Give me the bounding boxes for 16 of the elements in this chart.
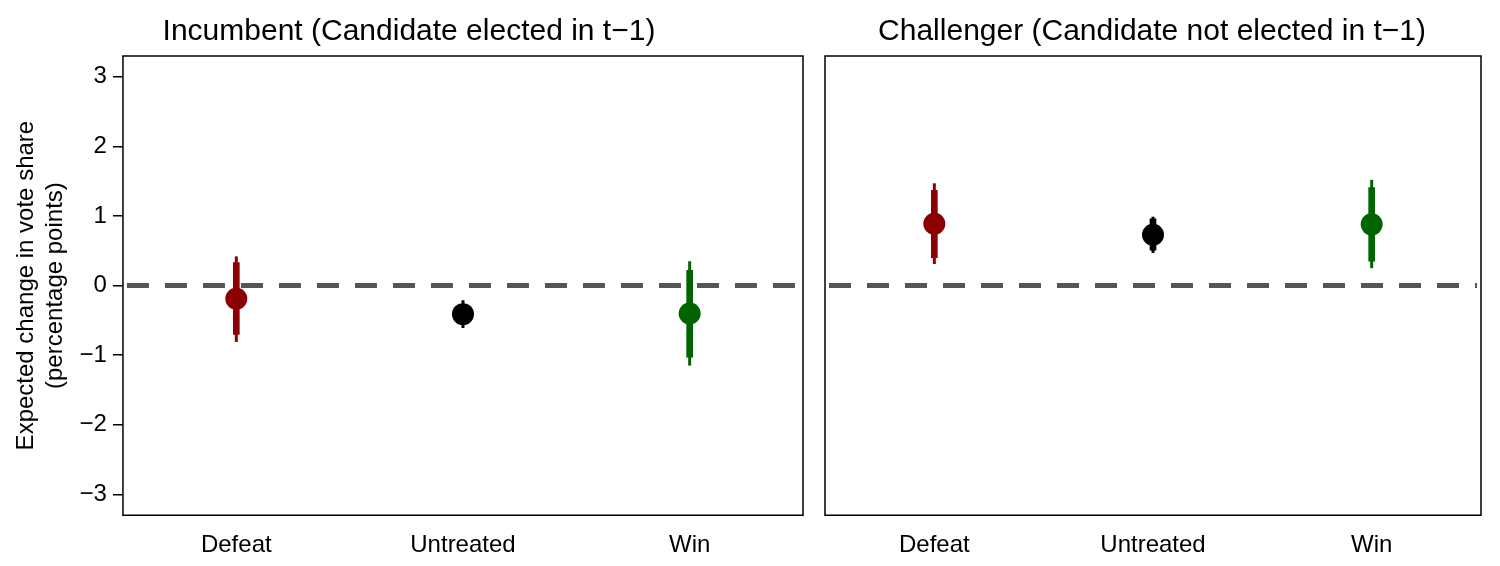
chart-title: Challenger (Candidate not elected in t−1): [878, 13, 1426, 47]
y-tick-label: −3: [79, 478, 107, 506]
y-tick-label: 0: [93, 270, 107, 298]
y-tick-label: −2: [79, 409, 107, 437]
x-tick-label: Defeat: [200, 530, 272, 558]
chart-title: Incumbent (Candidate elected in t−1): [162, 13, 656, 47]
x-tick-label: Win: [668, 530, 711, 558]
y-tick-label: −1: [79, 339, 107, 367]
x-tick-label: Defeat: [898, 530, 971, 558]
x-tick-label: Untreated: [410, 530, 516, 558]
y-tick-label: 1: [93, 200, 107, 228]
y-axis-title: Expected change in vote share (percentage points): [11, 120, 67, 451]
y-tick-label: 3: [93, 61, 107, 89]
y-tick-label: 2: [93, 131, 107, 159]
x-tick-label: Win: [1350, 530, 1393, 558]
x-tick-label: Untreated: [1100, 530, 1206, 558]
